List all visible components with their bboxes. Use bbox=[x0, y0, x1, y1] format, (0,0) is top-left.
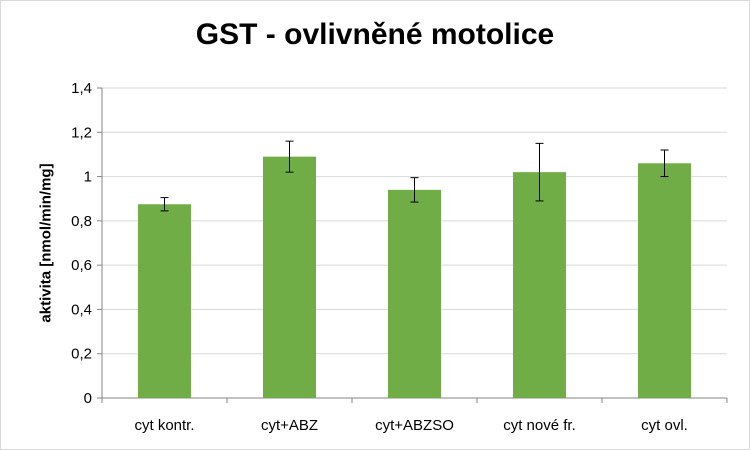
y-tick-label: 0,2 bbox=[71, 346, 92, 363]
x-tick-label: cyt+ABZSO bbox=[375, 417, 454, 434]
y-tick-label: 0,6 bbox=[71, 257, 92, 274]
bar bbox=[638, 163, 691, 398]
x-tick-label: cyt kontr. bbox=[134, 417, 194, 434]
chart-title: GST - ovlivněné motolice bbox=[195, 18, 555, 51]
y-tick-label: 0,8 bbox=[71, 213, 92, 230]
bar bbox=[388, 189, 441, 398]
y-tick-label: 1,4 bbox=[71, 80, 92, 97]
x-tick-label: cyt nové fr. bbox=[503, 417, 576, 434]
x-tick-label: cyt ovl. bbox=[641, 417, 688, 434]
bar bbox=[138, 204, 191, 398]
y-tick-label: 1 bbox=[84, 169, 92, 186]
y-tick-label: 0 bbox=[84, 390, 92, 407]
y-tick-label: 1,2 bbox=[71, 124, 92, 141]
bar bbox=[263, 156, 316, 398]
x-tick-label: cyt+ABZ bbox=[261, 417, 318, 434]
bar bbox=[513, 172, 566, 398]
y-tick-label: 0,4 bbox=[71, 301, 92, 318]
